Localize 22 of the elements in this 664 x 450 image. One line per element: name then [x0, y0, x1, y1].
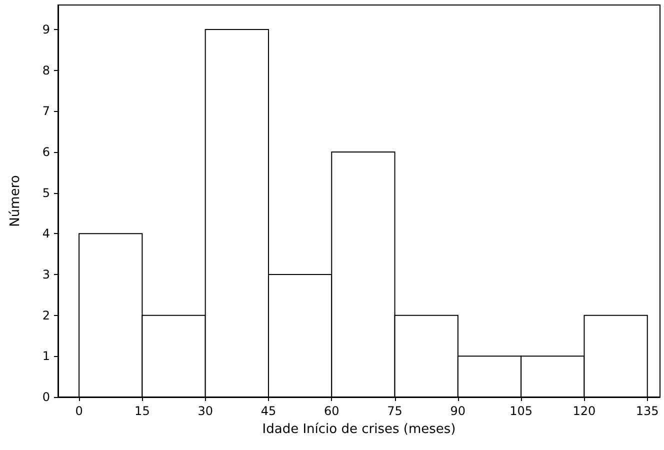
y-tick-label: 8 — [42, 63, 50, 78]
x-tick-label: 30 — [198, 404, 213, 418]
y-tick-label: 4 — [42, 226, 50, 241]
x-tick-label: 75 — [387, 404, 402, 418]
x-tick-label: 15 — [134, 404, 150, 418]
y-tick-label: 3 — [42, 268, 50, 282]
y-tick-label: 6 — [42, 145, 50, 159]
x-tick-label: 45 — [260, 404, 276, 418]
x-axis-title: Idade Início de crises (meses) — [262, 422, 456, 437]
y-tick-label: 0 — [42, 390, 50, 404]
y-tick-label: 2 — [42, 308, 50, 322]
y-tick-label: 5 — [42, 186, 50, 200]
y-axis-title: Número — [8, 175, 23, 227]
x-tick-label: 90 — [450, 404, 466, 418]
x-tick-label: 135 — [636, 404, 659, 418]
x-tick-label: 60 — [324, 404, 340, 418]
x-tick-label: 0 — [75, 404, 83, 418]
y-tick-label: 1 — [42, 349, 50, 364]
y-tick-label: 9 — [42, 22, 50, 36]
x-tick-label: 105 — [510, 404, 533, 418]
y-tick-label: 7 — [42, 104, 50, 118]
x-tick-label: 120 — [572, 404, 596, 418]
